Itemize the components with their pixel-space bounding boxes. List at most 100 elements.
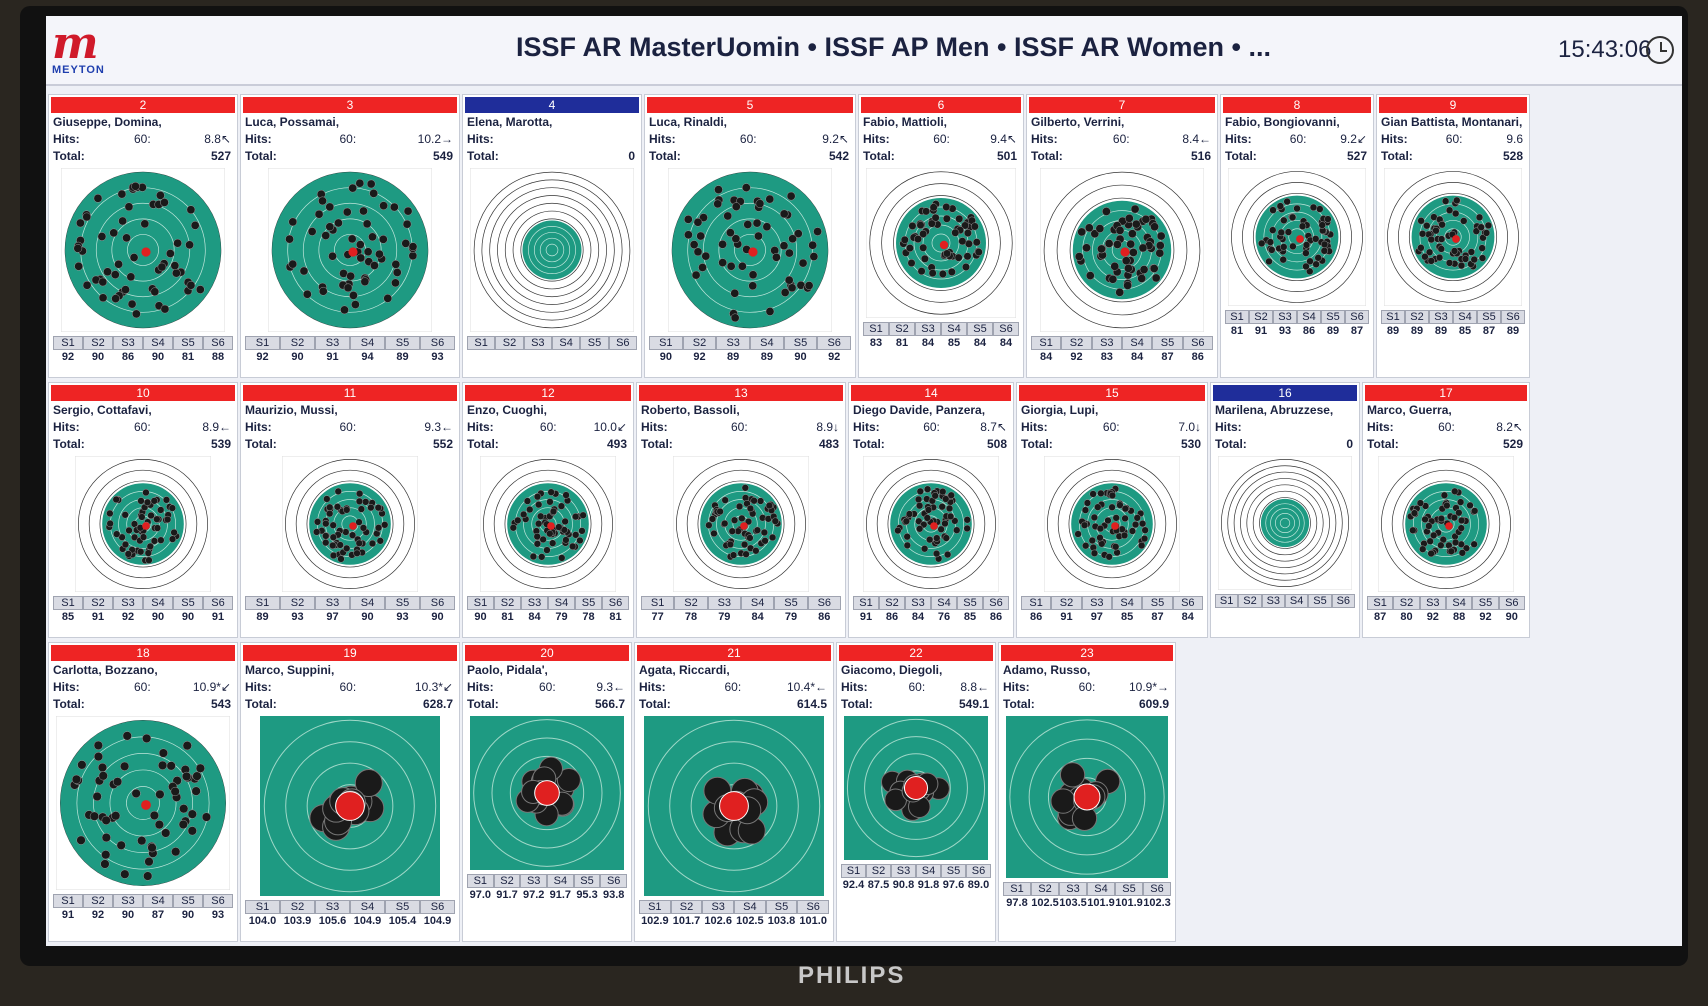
target-graphic bbox=[260, 716, 440, 896]
shot-marker bbox=[1293, 204, 1301, 213]
shot-marker bbox=[185, 240, 194, 250]
shot-marker bbox=[1105, 553, 1113, 561]
shot-marker bbox=[696, 231, 706, 241]
shot-marker bbox=[147, 511, 155, 520]
hits-row: Hits: 60: 10.3*↙ bbox=[245, 680, 453, 694]
shot-marker bbox=[137, 836, 147, 846]
total-value: 501 bbox=[996, 149, 1017, 163]
shot-marker bbox=[122, 233, 131, 243]
shot-marker bbox=[181, 771, 192, 782]
hits-value: 60: bbox=[134, 420, 151, 434]
shot-marker bbox=[122, 731, 132, 741]
total-value: 516 bbox=[1190, 149, 1211, 163]
total-row: Total: 0 bbox=[467, 149, 635, 163]
series-headers: S1 S2 S3 S4 S5 S6 bbox=[53, 596, 233, 610]
series-score: 93 bbox=[1278, 325, 1292, 337]
series-score: 102.6 bbox=[704, 915, 732, 927]
shot-marker bbox=[117, 189, 127, 199]
shot-marker bbox=[1427, 235, 1435, 244]
shot-marker bbox=[721, 519, 729, 528]
series-score: 92 bbox=[91, 909, 105, 921]
hits-value: 60: bbox=[1112, 132, 1130, 146]
shot-marker bbox=[124, 202, 134, 212]
shot-marker bbox=[705, 521, 713, 529]
shot-marker bbox=[187, 809, 197, 819]
shot-marker bbox=[941, 519, 949, 528]
shooter-name: Gilberto, Verrini, bbox=[1031, 115, 1125, 129]
series-label: S4 bbox=[916, 864, 941, 878]
shot-marker bbox=[1409, 526, 1417, 534]
shot-marker bbox=[1084, 223, 1094, 233]
series-scores: 92 90 86 90 81 88 bbox=[53, 351, 233, 363]
shooter-name: Giuseppe, Domina, bbox=[53, 115, 162, 129]
total-value: 527 bbox=[1346, 149, 1367, 163]
shot-marker bbox=[1471, 507, 1479, 515]
shot-marker bbox=[1138, 519, 1147, 528]
shot-marker bbox=[1095, 224, 1105, 233]
shot-marker bbox=[325, 202, 335, 212]
shot-marker bbox=[1268, 246, 1276, 254]
lane-panel: 23 Adamo, Russo, Hits: 60: 10.9*→ Total: 609.9… bbox=[998, 642, 1176, 942]
hits-value: 60: bbox=[134, 680, 151, 694]
series-score: 89 bbox=[727, 351, 740, 363]
shot-marker bbox=[1082, 243, 1091, 253]
last-shot-marker bbox=[1073, 783, 1101, 811]
shot-marker bbox=[1320, 240, 1329, 249]
shot-marker bbox=[1077, 227, 1087, 237]
shot-marker bbox=[1126, 239, 1136, 249]
target-graphic bbox=[844, 716, 988, 860]
shot-marker bbox=[314, 209, 324, 219]
shot-marker bbox=[1151, 273, 1161, 283]
shot-marker bbox=[1298, 222, 1307, 230]
total-value: 549 bbox=[432, 149, 453, 163]
shot-marker bbox=[1417, 217, 1425, 225]
series-headers: S1 S2 S3 S4 S5 S6 bbox=[245, 336, 455, 350]
shot-marker bbox=[313, 528, 321, 536]
shooter-name: Enzo, Cuoghi, bbox=[467, 403, 547, 417]
shot-marker bbox=[329, 551, 338, 560]
shooter-name: Roberto, Bassoli, bbox=[641, 403, 740, 417]
shot-marker bbox=[914, 495, 923, 504]
target-graphic bbox=[1384, 168, 1522, 306]
shot-marker bbox=[347, 234, 357, 244]
lane-number: 19 bbox=[243, 645, 457, 661]
shot-marker bbox=[771, 517, 779, 525]
shot-marker bbox=[92, 791, 102, 802]
series-label: S3 bbox=[113, 596, 143, 610]
shot-marker bbox=[77, 760, 87, 770]
shot-marker bbox=[760, 528, 769, 537]
shot-marker bbox=[355, 178, 365, 188]
shot-marker bbox=[1096, 524, 1105, 533]
shooter-name: Marco, Suppini, bbox=[245, 663, 335, 677]
series-scores: 90 81 84 79 78 81 bbox=[467, 611, 629, 623]
shot-marker bbox=[359, 206, 368, 216]
shot-marker bbox=[1097, 489, 1105, 498]
shot-marker bbox=[403, 206, 413, 216]
lane-panel: 6 Fabio, Mattioli, Hits: 60: 9.4↖ Total: 501 S1… bbox=[858, 94, 1024, 378]
shot-marker bbox=[366, 179, 376, 189]
shot-marker bbox=[963, 516, 971, 524]
hits-value: 60: bbox=[933, 132, 950, 146]
total-row: Total: 566.7 bbox=[467, 697, 625, 711]
shot-marker bbox=[1059, 762, 1086, 788]
lane-number: 17 bbox=[1365, 385, 1527, 401]
series-label: S4 bbox=[1121, 336, 1153, 350]
target-graphic bbox=[75, 456, 211, 592]
series-score: 87 bbox=[1374, 611, 1387, 623]
shot-marker bbox=[343, 506, 351, 514]
shot-marker bbox=[713, 199, 723, 209]
hits-row: Hits: 60: 8.2↖ bbox=[1367, 420, 1523, 434]
series-scores: 102.9 101.7 102.6 102.5 103.8 101.0 bbox=[639, 915, 829, 927]
shot-marker bbox=[1280, 243, 1288, 251]
series-headers: S1 S2 S3 S4 S5 S6 bbox=[1031, 336, 1213, 350]
series-headers: S1 S2 S3 S4 S5 S6 bbox=[639, 900, 830, 914]
last-shot-marker bbox=[349, 522, 357, 530]
lane-panel: 17 Marco, Guerra, Hits: 60: 8.2↖ Total: 529 S1 S… bbox=[1362, 382, 1530, 638]
series-scores: 91 92 90 87 90 93 bbox=[53, 909, 233, 921]
shot-marker bbox=[1280, 216, 1288, 225]
series-score: 93 bbox=[291, 611, 304, 623]
total-row: Total: 527 bbox=[1225, 149, 1367, 163]
lane-panel: 12 Enzo, Cuoghi, Hits: 60: 10.0↙ Total: 493 S1 S… bbox=[462, 382, 634, 638]
last-shot-marker bbox=[1452, 235, 1460, 243]
shot-marker bbox=[748, 281, 758, 291]
